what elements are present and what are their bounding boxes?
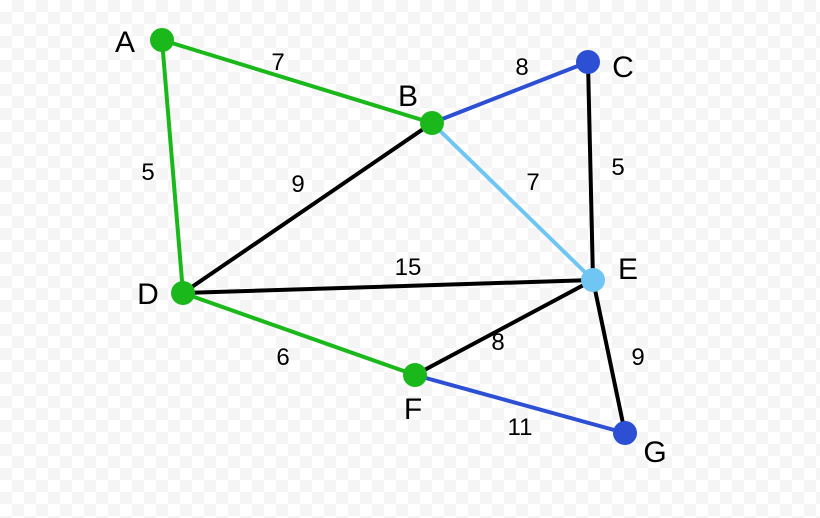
edge-E-G: [593, 280, 625, 433]
edge-B-E: [432, 123, 593, 280]
edge-A-B: [162, 40, 432, 123]
node-F: [403, 363, 427, 387]
node-D: [171, 281, 195, 305]
edge-F-G: [415, 375, 625, 433]
graph-canvas: [0, 0, 820, 518]
node-E: [581, 268, 605, 292]
edge-A-D: [162, 40, 183, 293]
edge-D-F: [183, 293, 415, 375]
edge-D-E: [183, 280, 593, 293]
node-A: [150, 28, 174, 52]
edge-C-E: [588, 62, 593, 280]
node-B: [420, 111, 444, 135]
edge-B-D: [183, 123, 432, 293]
node-G: [613, 421, 637, 445]
edge-B-C: [432, 62, 588, 123]
edge-E-F: [415, 280, 593, 375]
node-C: [576, 50, 600, 74]
